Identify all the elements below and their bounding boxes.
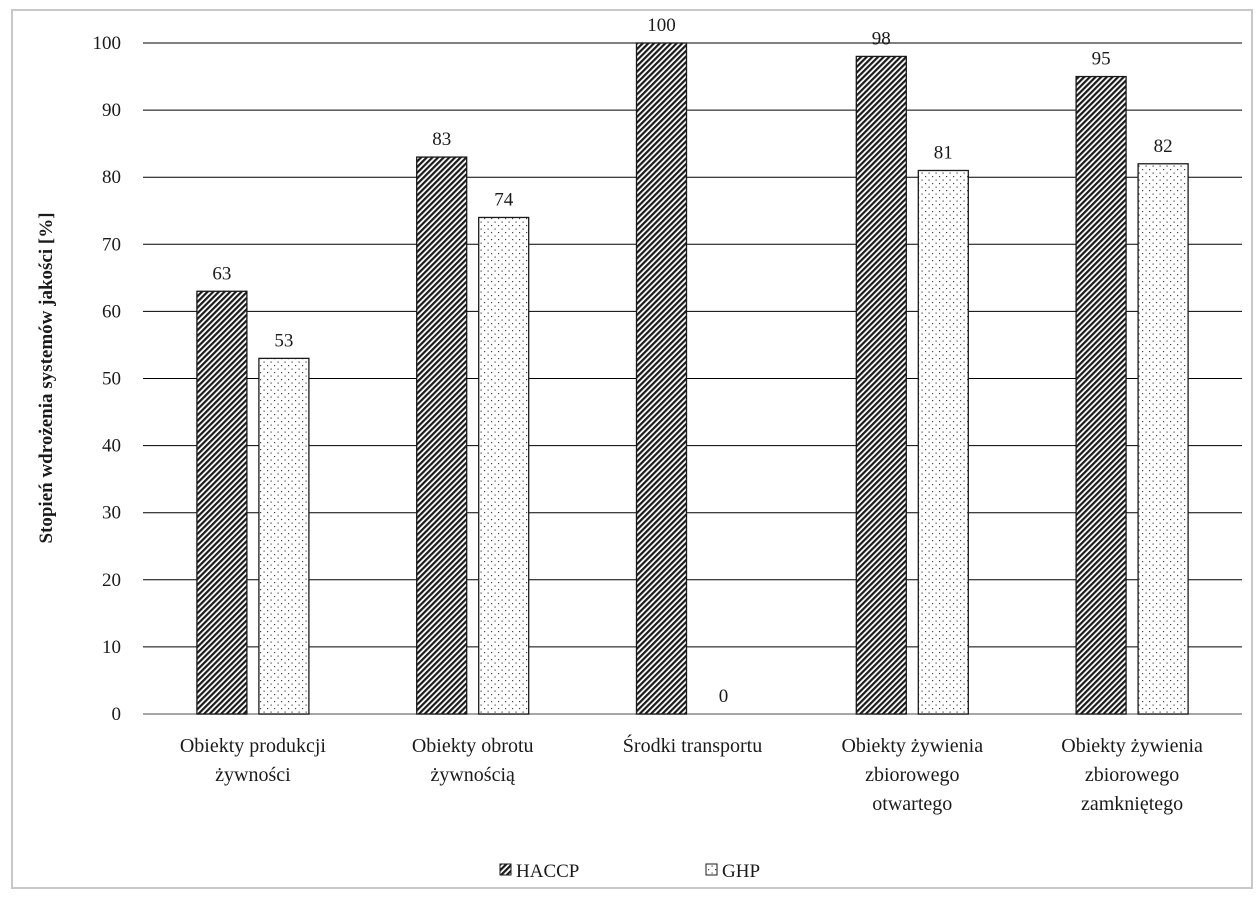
- data-label: 74: [494, 189, 514, 210]
- data-label: 0: [719, 686, 729, 707]
- y-tick-label: 70: [102, 234, 121, 255]
- x-category-label: żywnością: [430, 764, 516, 786]
- x-category-label: Obiekty produkcji: [180, 735, 327, 757]
- bar-ghp: [258, 357, 310, 715]
- data-label: 63: [212, 263, 231, 284]
- bar-haccp: [635, 42, 688, 715]
- y-axis-label: Stopień wdrożenia systemów jakości [%]: [36, 212, 57, 543]
- data-label: 95: [1092, 49, 1111, 70]
- y-tick-label: 10: [102, 637, 121, 658]
- bar-ghp: [478, 216, 530, 715]
- y-tick-label: 90: [102, 100, 121, 121]
- y-tick-label: 30: [102, 503, 121, 524]
- data-label: 53: [274, 330, 293, 351]
- x-category-label: otwartego: [872, 793, 952, 815]
- legend-swatch-haccp: [499, 863, 512, 876]
- data-label: 81: [934, 142, 953, 163]
- y-tick-label: 40: [102, 436, 121, 457]
- bar-haccp: [196, 290, 248, 715]
- x-category-label: zbiorowego: [1085, 764, 1179, 786]
- legend-label-haccp: HACCP: [516, 861, 579, 882]
- y-tick-label: 0: [112, 704, 122, 725]
- y-tick-label: 60: [102, 301, 121, 322]
- legend-label-ghp: GHP: [722, 861, 760, 882]
- legend-swatch-ghp: [705, 863, 718, 876]
- x-category-label: Obiekty żywienia: [1061, 735, 1203, 757]
- y-tick-label: 20: [102, 570, 121, 591]
- x-category-label: zamkniętego: [1081, 793, 1183, 815]
- data-label: 100: [647, 15, 676, 36]
- bar-haccp: [1075, 75, 1127, 715]
- x-category-label: Obiekty obrotu: [412, 735, 534, 757]
- bar-haccp: [416, 156, 468, 715]
- bar-haccp: [855, 55, 907, 715]
- y-tick-label: 50: [102, 369, 121, 390]
- bar-ghp: [917, 169, 969, 715]
- data-label: 98: [872, 28, 891, 49]
- y-tick-label: 80: [102, 167, 121, 188]
- x-category-label: zbiorowego: [865, 764, 959, 786]
- bar-ghp: [1137, 163, 1189, 715]
- x-category-label: Obiekty żywienia: [841, 735, 983, 757]
- x-category-label: Środki transportu: [623, 733, 762, 757]
- data-label: 83: [432, 129, 451, 150]
- data-label: 82: [1154, 136, 1173, 157]
- x-category-label: żywności: [215, 764, 291, 786]
- y-tick-label: 100: [93, 33, 122, 54]
